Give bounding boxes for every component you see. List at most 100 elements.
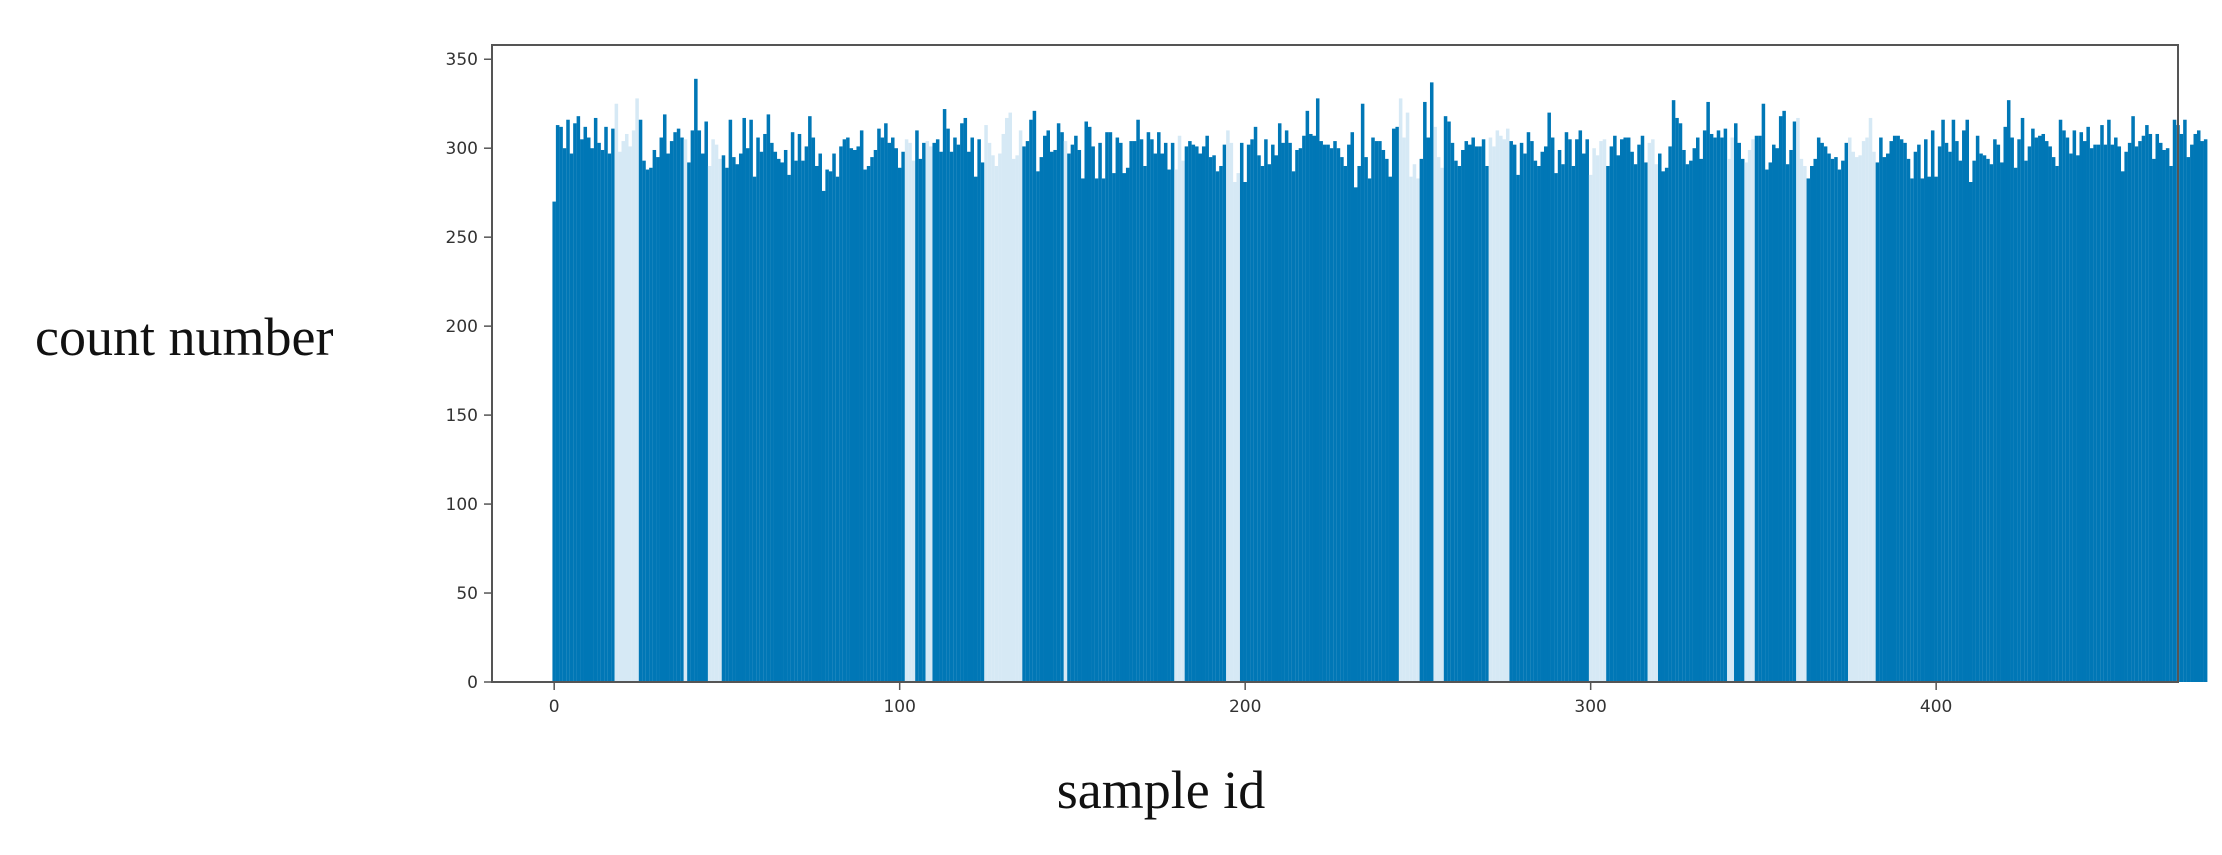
bar [1112, 173, 1116, 683]
bar [828, 171, 833, 682]
bar [866, 165, 871, 683]
bar [1212, 155, 1216, 682]
bar [576, 116, 581, 683]
bar [2086, 126, 2090, 683]
bar [2034, 137, 2039, 682]
bar [759, 151, 764, 682]
bar [662, 114, 667, 682]
bar [725, 167, 729, 682]
bar [2096, 144, 2101, 682]
bars-group [552, 78, 2208, 683]
bar [1322, 144, 1327, 682]
bar [1347, 144, 1351, 682]
bar [1609, 146, 1614, 683]
bar [1005, 117, 1009, 682]
bar [1198, 153, 1203, 683]
bar [1661, 171, 1665, 682]
bar [1405, 112, 1410, 683]
bar [1713, 137, 1717, 682]
bar [873, 149, 878, 683]
bar [552, 201, 556, 682]
bar [1205, 135, 1209, 682]
bar [897, 167, 902, 682]
bar [1046, 130, 1050, 682]
bar [1409, 176, 1413, 683]
bar [1436, 157, 1441, 683]
bar [1443, 116, 1448, 683]
bar [960, 123, 964, 683]
bar [1799, 158, 1804, 682]
bar [1284, 130, 1289, 682]
x-tick-label: 400 [1920, 697, 1952, 717]
bar [1557, 149, 1562, 683]
bar [2183, 119, 2187, 683]
bar [1063, 141, 1068, 682]
bar [1837, 169, 1842, 683]
bar [2138, 141, 2142, 682]
bar [1478, 146, 1482, 683]
bar [1281, 142, 1285, 683]
bar [728, 119, 733, 683]
bar [2165, 148, 2170, 682]
bar [1157, 132, 1161, 682]
bar [1979, 153, 1983, 683]
bar [1253, 126, 1258, 683]
bar [2058, 119, 2063, 683]
bar [777, 158, 781, 682]
bar [1471, 137, 1475, 682]
bar [1640, 135, 1645, 682]
bar [994, 165, 999, 683]
bar [1803, 165, 1807, 683]
bar [946, 128, 950, 682]
bar [1302, 135, 1306, 682]
bar [1903, 142, 1907, 683]
bar [842, 139, 847, 683]
bar [1150, 139, 1154, 683]
bar [908, 142, 912, 683]
bar [1291, 171, 1296, 682]
bar [1274, 155, 1279, 682]
bar [1834, 157, 1838, 683]
bar [659, 137, 664, 682]
bar [1018, 130, 1023, 682]
bar [680, 137, 684, 682]
y-tick-label: 100 [446, 495, 478, 515]
bar [1160, 153, 1165, 683]
bar [1892, 135, 1897, 682]
bar [1575, 139, 1579, 683]
bar [1208, 157, 1213, 683]
bar [1167, 169, 1171, 683]
bar [1132, 141, 1137, 682]
bar [1457, 165, 1462, 683]
bar [638, 119, 643, 683]
bar [998, 153, 1002, 683]
bar [1526, 132, 1531, 682]
bar [1499, 135, 1503, 682]
bar [1792, 121, 1797, 682]
bar [818, 153, 822, 683]
bar [1074, 135, 1078, 682]
bar [1889, 141, 1893, 682]
bar [1081, 178, 1085, 682]
bar [1920, 178, 1925, 682]
bar [1523, 153, 1527, 683]
bar [2044, 141, 2049, 682]
bar [2041, 133, 2046, 683]
bar [2200, 141, 2204, 682]
bar [2082, 141, 2087, 682]
bar [1882, 157, 1887, 683]
bar [2003, 126, 2008, 683]
bar [1993, 139, 1997, 683]
bar [1246, 144, 1251, 682]
bar [1616, 155, 1621, 682]
bar [1222, 144, 1227, 682]
bar [770, 142, 774, 683]
bar [1975, 135, 1980, 682]
bar [742, 117, 746, 682]
bar [1626, 137, 1631, 682]
bar [1461, 149, 1465, 683]
bar [1267, 164, 1272, 683]
bar [690, 130, 695, 682]
bar [1177, 135, 1182, 682]
bar [2169, 165, 2173, 683]
